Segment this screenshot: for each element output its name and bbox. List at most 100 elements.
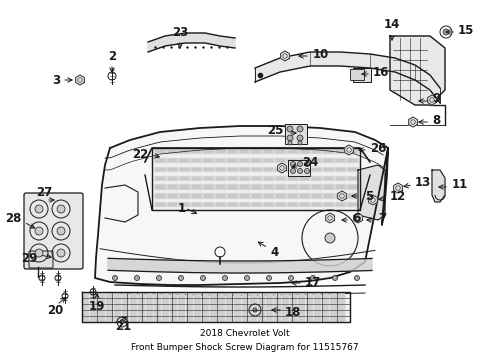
Polygon shape (337, 293, 343, 297)
Text: 16: 16 (372, 66, 388, 78)
Polygon shape (146, 317, 152, 321)
Polygon shape (180, 150, 187, 152)
Polygon shape (335, 159, 343, 161)
Polygon shape (108, 258, 371, 273)
Polygon shape (321, 311, 327, 315)
Polygon shape (227, 194, 236, 197)
Polygon shape (192, 203, 200, 206)
Polygon shape (353, 213, 362, 223)
Text: 6: 6 (351, 211, 360, 225)
Polygon shape (180, 176, 187, 179)
Polygon shape (146, 311, 152, 315)
Polygon shape (90, 293, 96, 297)
Text: 18: 18 (285, 306, 301, 319)
Polygon shape (162, 293, 168, 297)
Polygon shape (240, 203, 247, 206)
Polygon shape (162, 305, 168, 309)
Polygon shape (180, 168, 187, 170)
Polygon shape (393, 183, 402, 193)
Text: 13: 13 (414, 176, 430, 189)
Polygon shape (162, 317, 168, 321)
Polygon shape (287, 176, 295, 179)
Polygon shape (299, 150, 307, 152)
Polygon shape (185, 305, 192, 309)
Polygon shape (203, 150, 212, 152)
Polygon shape (202, 317, 207, 321)
Polygon shape (299, 176, 307, 179)
Polygon shape (297, 299, 304, 303)
Polygon shape (287, 150, 295, 152)
Polygon shape (329, 311, 335, 315)
Polygon shape (138, 293, 143, 297)
Polygon shape (282, 299, 287, 303)
Polygon shape (273, 317, 280, 321)
Polygon shape (192, 185, 200, 188)
Polygon shape (251, 159, 260, 161)
Polygon shape (313, 293, 319, 297)
Polygon shape (264, 194, 271, 197)
Polygon shape (324, 203, 331, 206)
Polygon shape (95, 126, 387, 285)
Polygon shape (202, 299, 207, 303)
Polygon shape (216, 185, 224, 188)
Polygon shape (154, 184, 357, 189)
Polygon shape (287, 168, 295, 170)
Polygon shape (227, 203, 236, 206)
Circle shape (35, 205, 43, 213)
Polygon shape (178, 317, 183, 321)
Polygon shape (264, 168, 271, 170)
Polygon shape (82, 292, 349, 322)
Polygon shape (216, 176, 224, 179)
Polygon shape (227, 168, 236, 170)
Polygon shape (185, 293, 192, 297)
Text: 27: 27 (36, 185, 52, 198)
Polygon shape (227, 185, 236, 188)
Polygon shape (324, 150, 331, 152)
Polygon shape (98, 317, 104, 321)
Polygon shape (180, 185, 187, 188)
Polygon shape (130, 305, 136, 309)
Polygon shape (192, 168, 200, 170)
Polygon shape (311, 168, 319, 170)
Polygon shape (168, 150, 176, 152)
Polygon shape (138, 317, 143, 321)
Polygon shape (154, 149, 357, 153)
Polygon shape (242, 293, 247, 297)
Polygon shape (130, 317, 136, 321)
Circle shape (304, 162, 309, 166)
Polygon shape (251, 150, 260, 152)
Polygon shape (178, 311, 183, 315)
Polygon shape (154, 317, 160, 321)
Polygon shape (209, 311, 216, 315)
Polygon shape (273, 311, 280, 315)
Text: 2: 2 (108, 49, 116, 63)
Polygon shape (275, 168, 284, 170)
Polygon shape (216, 159, 224, 161)
Polygon shape (168, 185, 176, 188)
Polygon shape (258, 305, 264, 309)
Polygon shape (321, 317, 327, 321)
Polygon shape (337, 317, 343, 321)
Polygon shape (218, 299, 224, 303)
Polygon shape (168, 159, 176, 161)
Circle shape (296, 126, 303, 132)
Polygon shape (329, 317, 335, 321)
Polygon shape (82, 299, 88, 303)
Polygon shape (347, 185, 355, 188)
Polygon shape (170, 293, 176, 297)
Polygon shape (106, 299, 112, 303)
Polygon shape (202, 293, 207, 297)
Polygon shape (344, 145, 353, 155)
Polygon shape (311, 176, 319, 179)
Polygon shape (258, 311, 264, 315)
Polygon shape (282, 293, 287, 297)
Polygon shape (311, 150, 319, 152)
Circle shape (57, 227, 65, 235)
Polygon shape (130, 293, 136, 297)
Polygon shape (258, 299, 264, 303)
Polygon shape (335, 168, 343, 170)
Polygon shape (337, 311, 343, 315)
Polygon shape (138, 311, 143, 315)
Polygon shape (297, 317, 304, 321)
FancyBboxPatch shape (352, 68, 370, 82)
